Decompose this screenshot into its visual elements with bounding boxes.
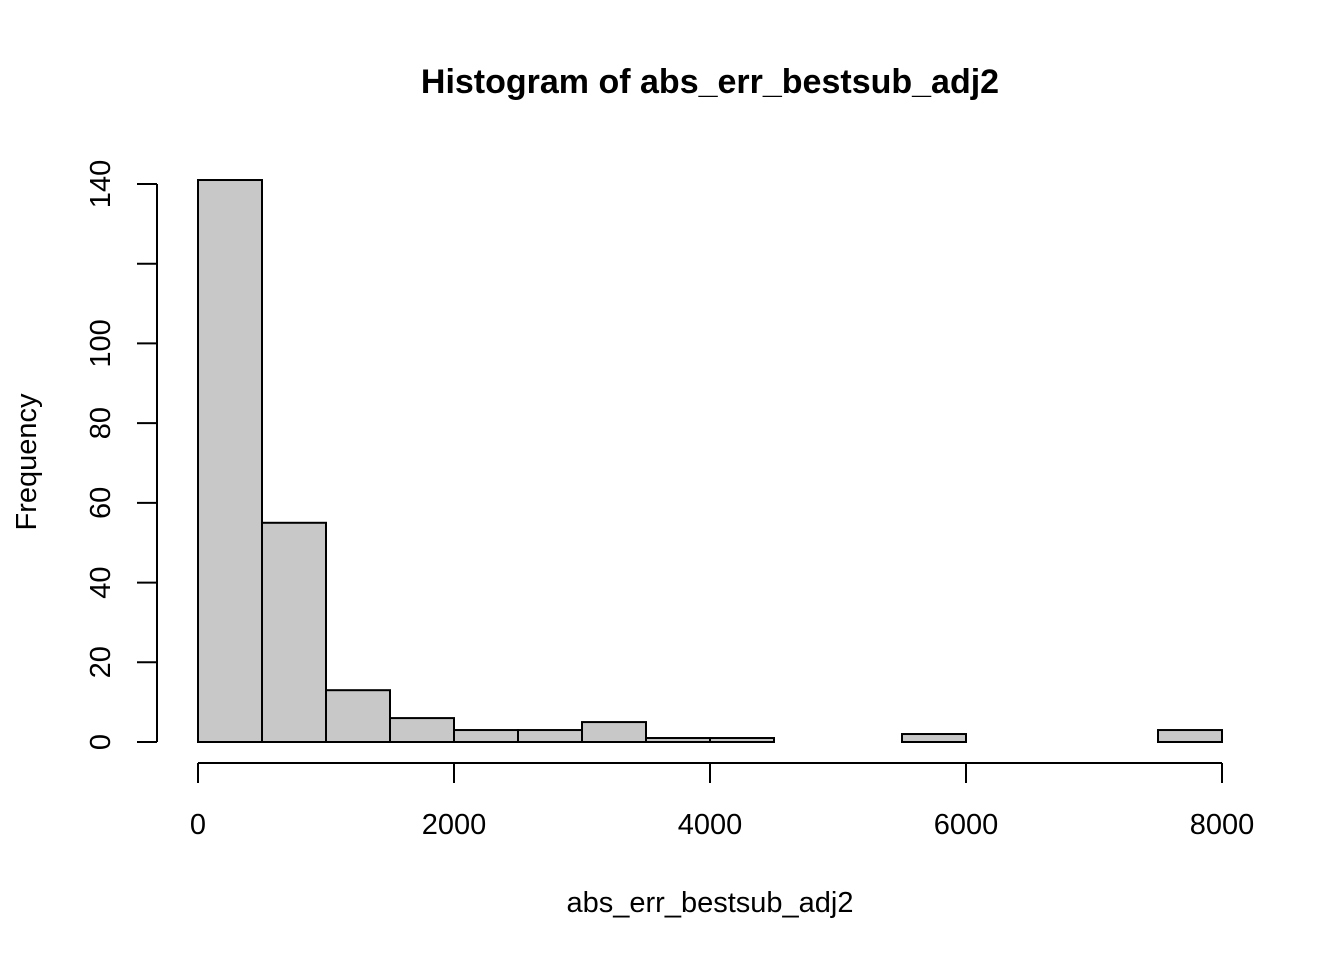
y-axis: 0 20 40 60 80 100 140 (85, 160, 158, 750)
y-tick-label: 100 (85, 319, 117, 367)
y-tick-label: 40 (85, 566, 117, 598)
histogram-bar (645, 737, 711, 743)
x-tick-label: 6000 (934, 809, 999, 841)
x-axis-label: abs_err_bestsub_adj2 (567, 887, 854, 919)
x-tick-label: 4000 (678, 809, 743, 841)
x-axis: 0 2000 4000 6000 8000 (190, 762, 1255, 841)
x-tick-label: 8000 (1190, 809, 1255, 841)
histogram-bar (389, 717, 455, 743)
histogram-bar (453, 729, 519, 743)
histogram-bar (517, 729, 583, 743)
x-tick-label: 2000 (422, 809, 487, 841)
y-tick-label: 140 (85, 160, 117, 208)
histogram-bar (325, 689, 391, 744)
y-tick-label: 20 (85, 646, 117, 678)
y-tick-label: 80 (85, 407, 117, 439)
histogram-bar (709, 737, 775, 743)
y-tick-label: 0 (85, 734, 117, 750)
histogram-bar (1157, 729, 1223, 743)
histogram-bar (581, 721, 647, 743)
histogram-bar (197, 179, 263, 743)
y-tick-label: 60 (85, 487, 117, 519)
chart-title: Histogram of abs_err_bestsub_adj2 (421, 63, 999, 101)
y-axis-label: Frequency (11, 393, 43, 531)
histogram-bar (901, 733, 967, 743)
bars-group (197, 179, 1223, 744)
x-tick-label: 0 (190, 809, 206, 841)
histogram-bar (261, 521, 327, 743)
